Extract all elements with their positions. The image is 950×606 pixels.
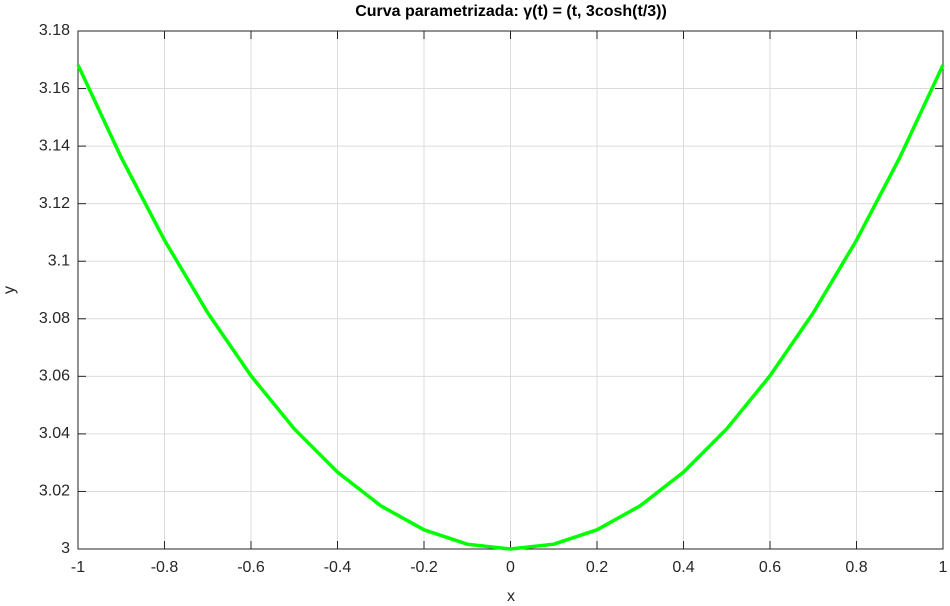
x-tick-label: 0 (506, 559, 515, 576)
x-tick-label: -1 (71, 559, 85, 576)
y-tick-label: 3.02 (39, 483, 70, 500)
y-axis-label: y (1, 286, 18, 294)
y-tick-label: 3.04 (39, 425, 70, 442)
x-tick-label: 0.4 (672, 559, 694, 576)
y-tick-label: 3.08 (39, 310, 70, 327)
x-tick-label: 0.2 (586, 559, 608, 576)
x-axis-label: x (507, 588, 515, 605)
y-tick-label: 3.14 (39, 137, 70, 154)
x-tick-label: -0.8 (151, 559, 179, 576)
x-tick-label: -0.4 (324, 559, 352, 576)
x-tick-label: 0.6 (759, 559, 781, 576)
x-tick-label: 0.8 (845, 559, 867, 576)
y-tick-label: 3.16 (39, 80, 70, 97)
x-tick-label: -0.2 (410, 559, 438, 576)
y-tick-label: 3.12 (39, 195, 70, 212)
y-tick-label: 3 (61, 540, 70, 557)
x-tick-label: -0.6 (237, 559, 265, 576)
y-tick-label: 3.1 (48, 252, 70, 269)
chart-title: Curva parametrizada: γ(t) = (t, 3cosh(t/… (355, 3, 667, 20)
y-tick-label: 3.18 (39, 22, 70, 39)
y-tick-label: 3.06 (39, 368, 70, 385)
x-tick-label: 1 (939, 559, 948, 576)
line (76, 64, 945, 551)
